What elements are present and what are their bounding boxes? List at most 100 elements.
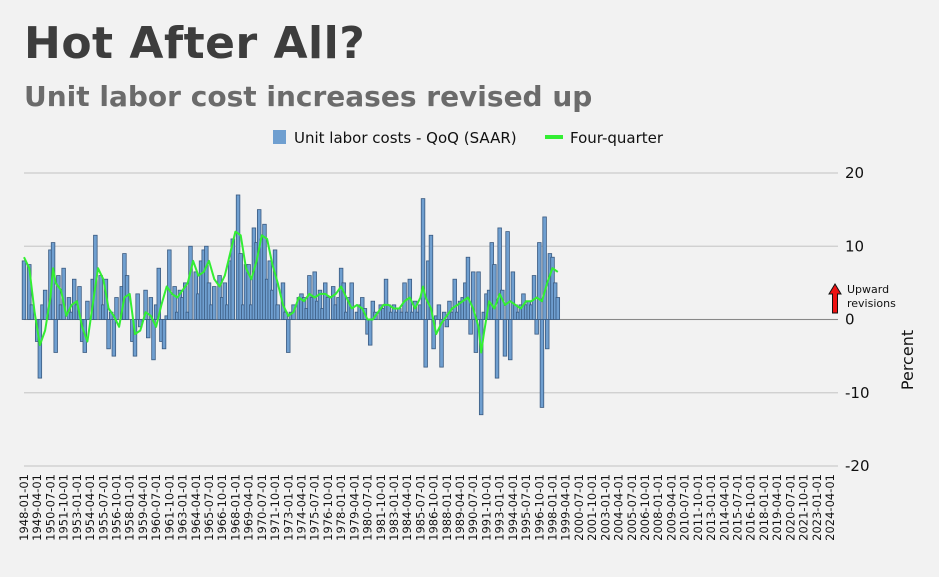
x-tick-label: 1984-04-01 bbox=[400, 474, 414, 541]
line-series bbox=[23, 230, 559, 354]
bar bbox=[148, 297, 154, 320]
x-tick-label: 1996-10-01 bbox=[532, 474, 546, 541]
x-tick-label: 1974-04-01 bbox=[295, 474, 309, 541]
bar bbox=[56, 275, 61, 320]
x-tick-label: 2001-10-01 bbox=[585, 474, 599, 541]
x-tick-label: 2011-10-01 bbox=[691, 474, 705, 541]
four-quarter-line bbox=[23, 230, 559, 354]
x-tick-label: 1993-01-01 bbox=[493, 474, 507, 541]
x-tick-label: 2016-10-01 bbox=[744, 474, 758, 541]
bar bbox=[21, 260, 27, 320]
x-tick-label: 1969-04-01 bbox=[242, 474, 256, 541]
x-tick-label: 1990-07-01 bbox=[466, 474, 480, 541]
x-tick-label: 1989-04-01 bbox=[453, 474, 467, 541]
x-tick-label: 1955-07-01 bbox=[96, 474, 110, 541]
x-tick-label: 1961-10-01 bbox=[162, 474, 176, 541]
bar bbox=[428, 234, 434, 320]
bar bbox=[182, 282, 188, 320]
bar bbox=[188, 245, 193, 320]
x-tick-label: 2008-01-01 bbox=[651, 474, 665, 541]
bar bbox=[275, 304, 280, 320]
bar bbox=[37, 319, 43, 379]
legend-bar-swatch bbox=[273, 130, 286, 144]
x-tick-label: 2024-04-01 bbox=[823, 474, 837, 541]
x-tick-label: 2009-04-01 bbox=[664, 474, 678, 541]
upward-arrow-icon bbox=[828, 283, 842, 314]
bar bbox=[494, 319, 500, 379]
x-tick-label: 1994-04-01 bbox=[506, 474, 520, 541]
bar bbox=[510, 271, 516, 320]
bar bbox=[492, 264, 497, 320]
bar bbox=[412, 300, 418, 320]
bar bbox=[53, 319, 58, 353]
bar bbox=[161, 319, 167, 350]
x-tick-label: 1954-04-01 bbox=[83, 474, 97, 541]
x-tick-label: 2020-07-01 bbox=[783, 474, 797, 541]
chart-subtitle: Unit labor cost increases revised up bbox=[24, 80, 593, 113]
x-tick-label: 2006-10-01 bbox=[638, 474, 652, 541]
bar bbox=[272, 249, 278, 320]
bar-series bbox=[21, 194, 561, 416]
bar bbox=[465, 256, 471, 320]
bar bbox=[420, 198, 426, 320]
bar bbox=[222, 282, 228, 320]
bar bbox=[135, 293, 140, 320]
x-tick-label: 2004-04-01 bbox=[612, 474, 626, 541]
bar bbox=[325, 297, 331, 320]
x-tick-label: 1988-01-01 bbox=[440, 474, 454, 541]
bar bbox=[367, 319, 373, 346]
bar bbox=[508, 319, 513, 361]
bar bbox=[238, 253, 243, 320]
legend-line-label: Four-quarter bbox=[570, 129, 664, 147]
bar bbox=[317, 289, 323, 320]
x-tick-label: 1995-07-01 bbox=[519, 474, 533, 541]
x-tick-label: 1959-04-01 bbox=[136, 474, 150, 541]
x-tick-label: 1985-07-01 bbox=[413, 474, 427, 541]
bar bbox=[423, 319, 428, 368]
x-tick-label: 1953-01-01 bbox=[70, 474, 84, 541]
bar bbox=[537, 242, 542, 320]
bar bbox=[246, 264, 251, 320]
x-tick-label: 1991-10-01 bbox=[480, 474, 494, 541]
x-tick-label: 1949-04-01 bbox=[30, 474, 44, 541]
y-tick-label: 10 bbox=[845, 237, 864, 255]
bar bbox=[383, 278, 389, 320]
bar bbox=[502, 319, 508, 357]
x-tick-label: 1986-10-01 bbox=[427, 474, 441, 541]
x-tick-label: 2018-01-01 bbox=[757, 474, 771, 541]
y-tick-label: -10 bbox=[845, 384, 870, 402]
x-tick-label: 1999-04-01 bbox=[559, 474, 573, 541]
x-tick-label: 2023-01-01 bbox=[810, 474, 824, 541]
bar bbox=[555, 297, 561, 320]
legend: Unit labor costs - QoQ (SAAR) Four-quart… bbox=[273, 129, 664, 147]
bar bbox=[330, 286, 336, 320]
x-tick-label: 1951-10-01 bbox=[57, 474, 71, 541]
x-tick-label: 1973-01-01 bbox=[281, 474, 295, 541]
y-tick-label: 20 bbox=[845, 164, 864, 182]
bar bbox=[444, 319, 450, 328]
bar bbox=[132, 319, 138, 357]
bar bbox=[172, 286, 177, 320]
x-tick-label: 1963-01-01 bbox=[176, 474, 190, 541]
bar bbox=[478, 319, 484, 416]
bar bbox=[212, 286, 217, 320]
x-tick-label: 1983-01-01 bbox=[387, 474, 401, 541]
x-tick-label: 2010-07-01 bbox=[678, 474, 692, 541]
x-tick-label: 1958-01-01 bbox=[123, 474, 137, 541]
x-tick-label: 2014-04-01 bbox=[717, 474, 731, 541]
y-axis-title: Percent bbox=[898, 330, 917, 390]
x-tick-label: 1956-10-01 bbox=[110, 474, 124, 541]
bar bbox=[452, 278, 457, 320]
chart-title: Hot After All? bbox=[24, 18, 366, 69]
bar bbox=[106, 319, 111, 350]
bar bbox=[72, 278, 77, 320]
x-tick-label: 1970-07-01 bbox=[255, 474, 269, 541]
bar bbox=[167, 249, 172, 320]
x-tick-label: 1968-01-01 bbox=[228, 474, 242, 541]
bar bbox=[476, 271, 481, 320]
bar bbox=[146, 319, 151, 339]
bar bbox=[262, 223, 267, 320]
x-tick-label: 1998-01-01 bbox=[546, 474, 560, 541]
x-tick-label: 1966-10-01 bbox=[215, 474, 229, 541]
